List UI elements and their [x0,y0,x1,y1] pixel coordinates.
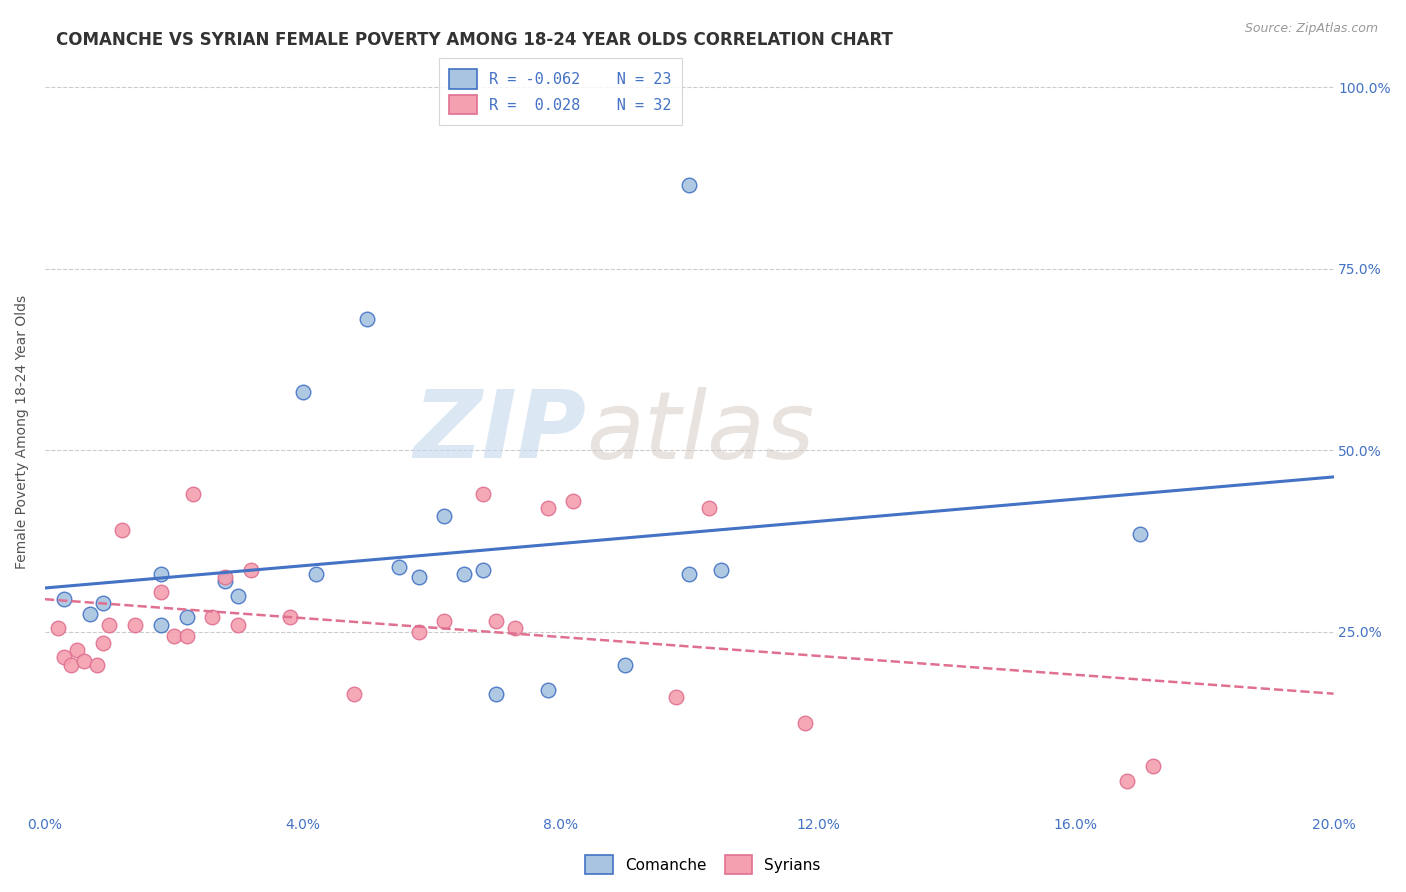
Point [304,566,326,581]
Point [111,523,134,537]
Point [149,566,172,581]
Point [46,621,69,635]
Point [613,657,636,672]
Point [433,614,456,628]
Point [214,570,236,584]
Legend: R = -0.062    N = 23, R =  0.028    N = 32: R = -0.062 N = 23, R = 0.028 N = 32 [439,58,682,125]
Point [678,566,700,581]
Point [226,617,249,632]
Point [1116,773,1139,788]
Point [98,617,121,632]
Point [710,563,733,577]
Point [53,650,76,665]
Point [181,487,204,501]
Point [201,610,224,624]
Text: COMANCHE VS SYRIAN FEMALE POVERTY AMONG 18-24 YEAR OLDS CORRELATION CHART: COMANCHE VS SYRIAN FEMALE POVERTY AMONG … [56,31,893,49]
Point [176,610,198,624]
Y-axis label: Female Poverty Among 18-24 Year Olds: Female Poverty Among 18-24 Year Olds [15,295,30,569]
Point [149,617,172,632]
Point [433,508,456,523]
Text: ZIP: ZIP [413,386,586,478]
Point [53,592,76,607]
Point [59,657,82,672]
Point [503,621,526,635]
Point [149,585,172,599]
Point [356,312,378,326]
Point [91,636,114,650]
Point [678,178,700,192]
Point [472,563,495,577]
Point [86,657,108,672]
Point [408,570,430,584]
Point [124,617,146,632]
Point [66,643,89,657]
Point [72,654,94,668]
Text: atlas: atlas [586,386,814,477]
Point [79,607,101,621]
Point [485,687,508,701]
Point [343,687,366,701]
Point [1142,759,1164,773]
Point [1129,526,1152,541]
Point [91,596,114,610]
Point [388,559,411,574]
Point [472,487,495,501]
Point [536,501,558,516]
Point [163,628,186,642]
Point [291,385,314,400]
Point [408,624,430,639]
Point [453,566,475,581]
Point [562,494,585,508]
Point [214,574,236,588]
Point [485,614,508,628]
Point [226,589,249,603]
Point [278,610,301,624]
Point [794,715,817,730]
Point [240,563,263,577]
Text: Source: ZipAtlas.com: Source: ZipAtlas.com [1244,22,1378,36]
Legend: Comanche, Syrians: Comanche, Syrians [579,849,827,880]
Point [665,690,688,705]
Point [697,501,720,516]
Point [536,683,558,698]
Point [176,628,198,642]
